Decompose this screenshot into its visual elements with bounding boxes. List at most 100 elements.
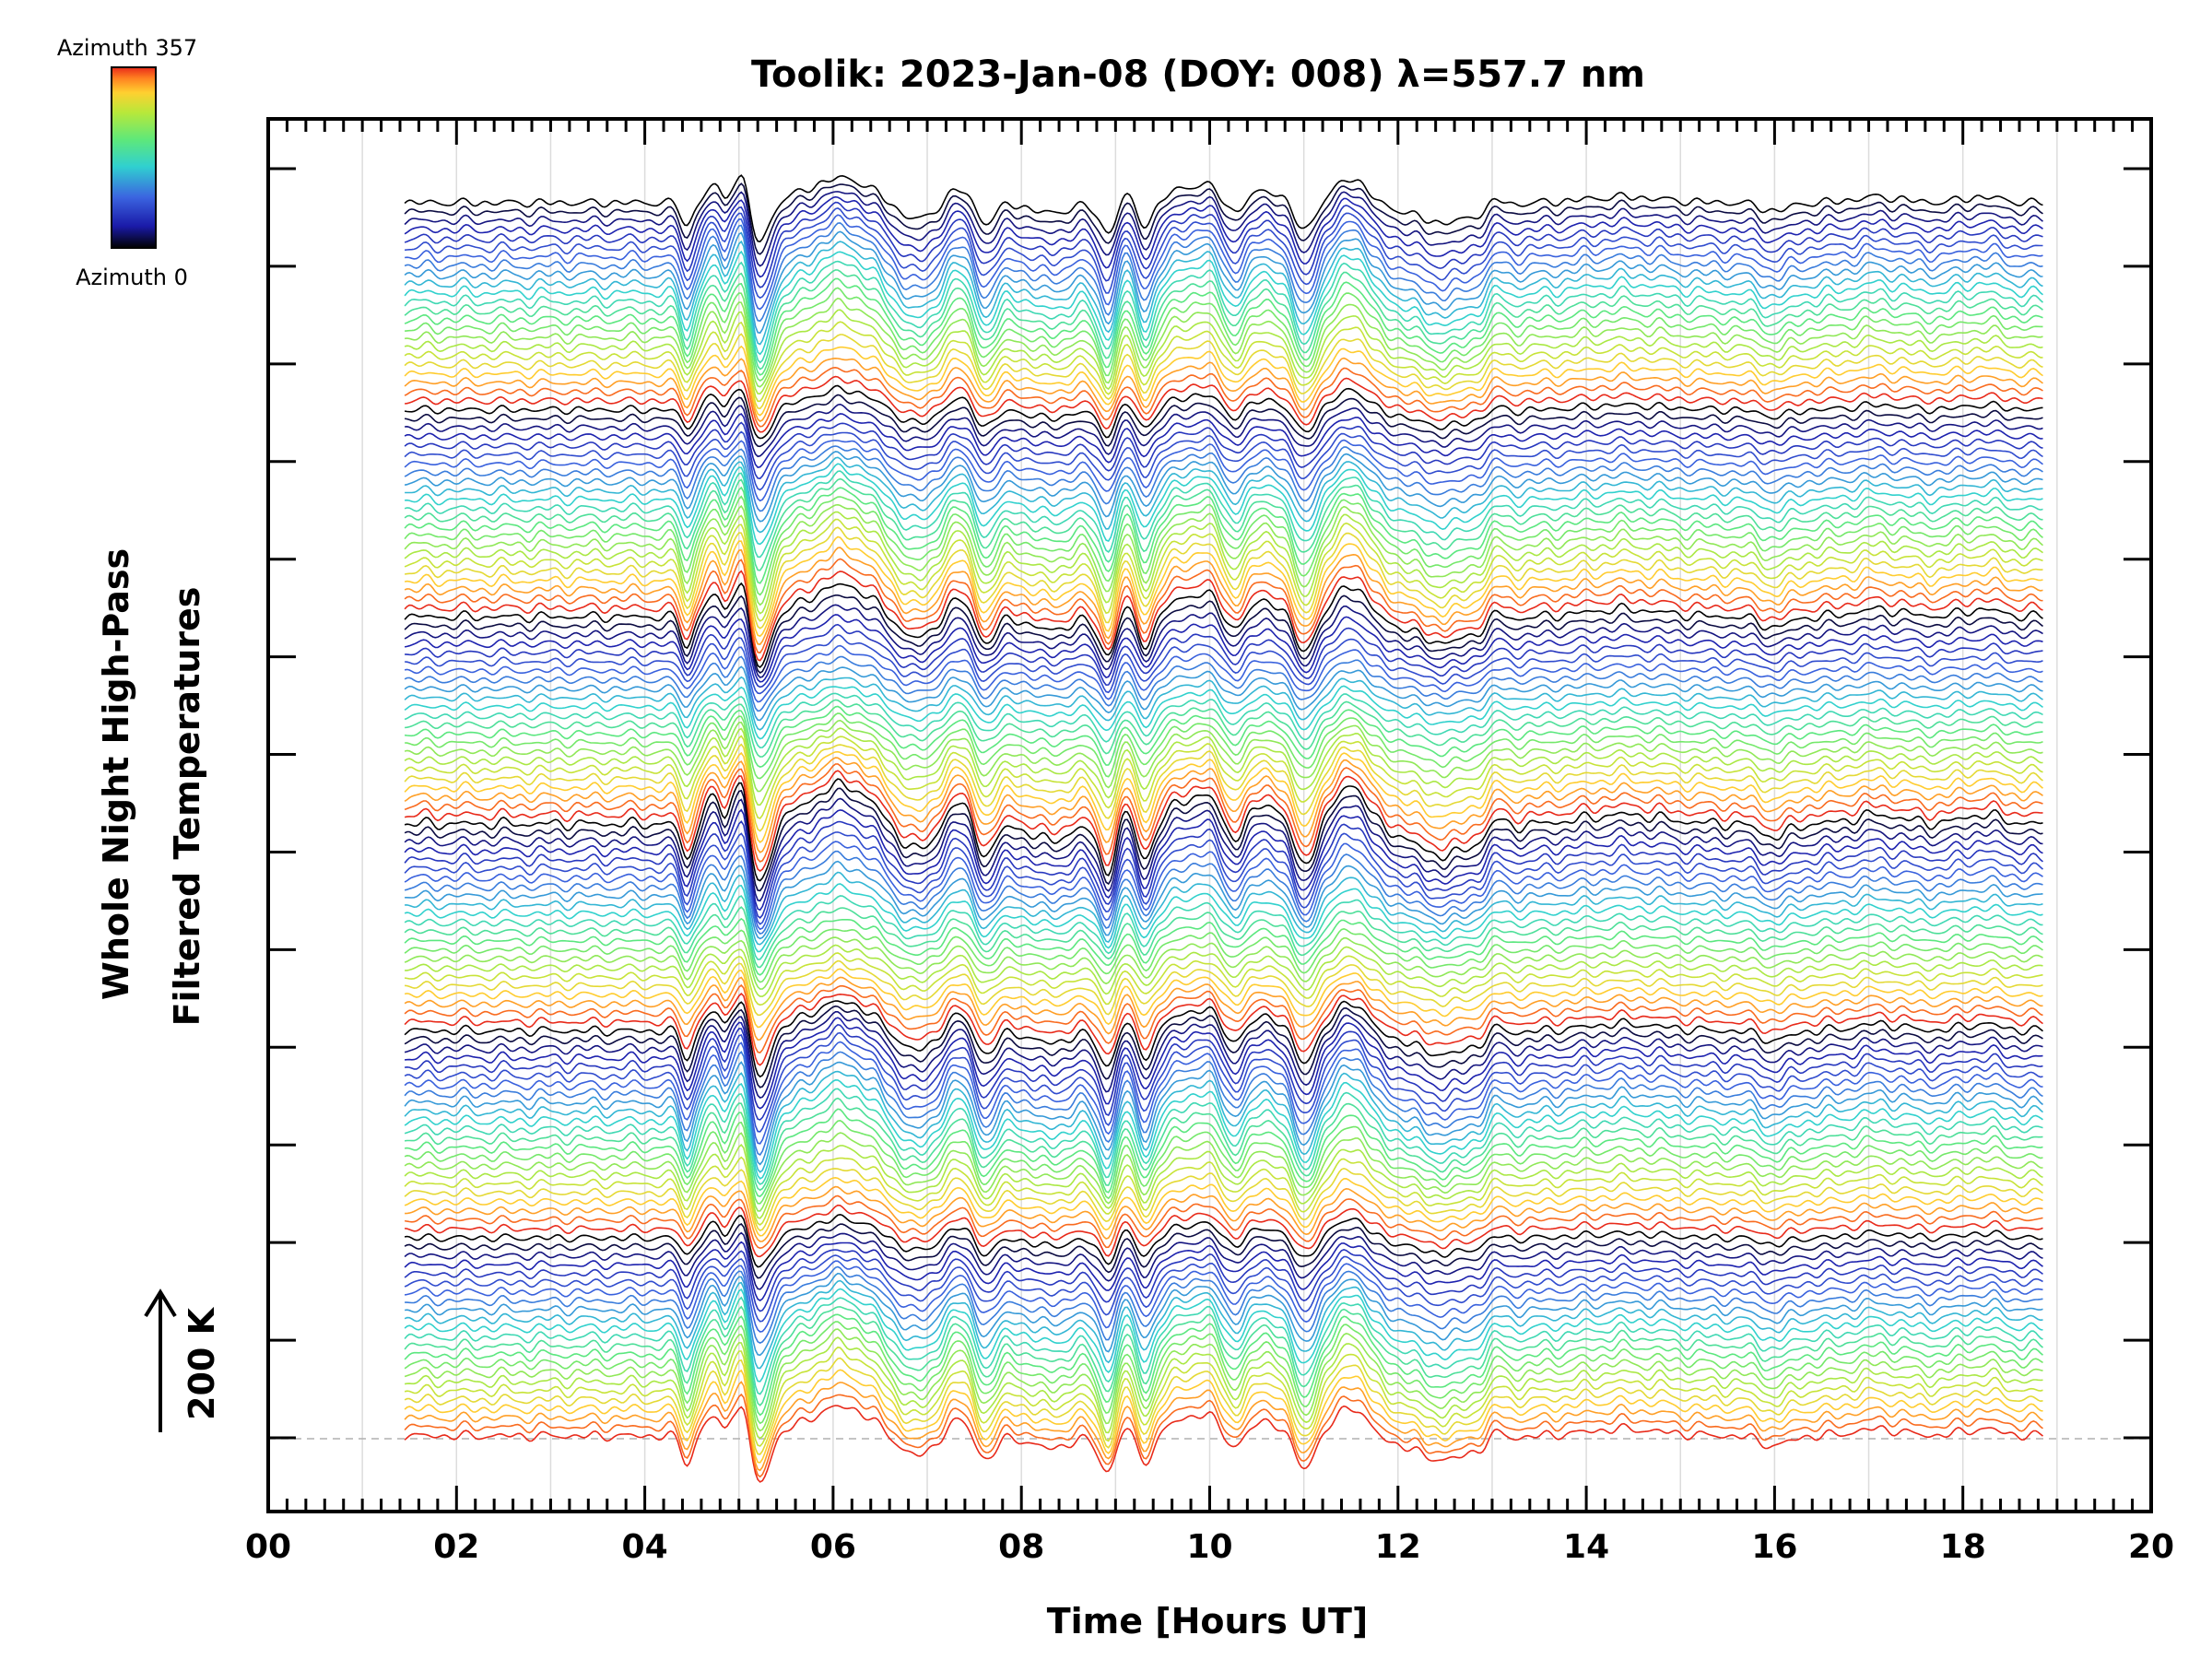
azimuth-trace: [405, 1097, 2043, 1192]
azimuth-trace: [404, 413, 2043, 468]
azimuth-trace: [404, 1279, 2043, 1370]
azimuth-trace: [405, 1272, 2043, 1357]
azimuth-trace: [404, 277, 2043, 376]
azimuth-trace: [405, 634, 2043, 695]
azimuth-trace: [405, 944, 2043, 997]
azimuth-trace: [404, 250, 2043, 356]
azimuth-trace: [404, 976, 2043, 1041]
azimuth-trace: [404, 470, 2043, 559]
azimuth-trace: [404, 1381, 2043, 1472]
azimuth-trace: [404, 260, 2044, 364]
azimuth-trace: [404, 394, 2043, 448]
azimuth-trace: [404, 1321, 2043, 1425]
azimuth-trace: [404, 1050, 2043, 1156]
azimuth-trace: [404, 1313, 2044, 1417]
azimuth-trace: [405, 456, 2043, 534]
azimuth-trace: [405, 375, 2043, 433]
azimuth-trace: [404, 770, 2043, 872]
azimuth-trace: [404, 735, 2043, 819]
azimuth-trace: [404, 797, 2043, 902]
azimuth-trace: [404, 1024, 2043, 1121]
azimuth-trace: [404, 676, 2043, 731]
azimuth-trace: [404, 604, 2043, 678]
azimuth-trace: [404, 743, 2043, 832]
scale-label: 200 K: [182, 1306, 222, 1420]
azimuth-trace: [404, 547, 2043, 645]
azimuth-trace: [404, 750, 2044, 843]
azimuth-trace: [404, 309, 2043, 395]
azimuth-trace: [404, 366, 2043, 428]
x-tick-label: 04: [622, 1528, 668, 1566]
colorbar-top-label: Azimuth 357: [57, 35, 197, 61]
azimuth-trace: [404, 1231, 2043, 1290]
azimuth-trace: [404, 230, 2043, 335]
azimuth-trace: [404, 1336, 2043, 1440]
azimuth-trace: [404, 1156, 2043, 1226]
azimuth-trace: [404, 182, 2043, 255]
azimuth-trace: [404, 644, 2043, 703]
x-tick-label: 12: [1375, 1528, 1421, 1566]
azimuth-trace: [404, 992, 2043, 1066]
azimuth-trace: [405, 712, 2043, 780]
x-tick-label: 14: [1563, 1528, 1609, 1566]
y-axis-label-line1: Whole Night High-Pass: [96, 548, 136, 1000]
vertical-gridlines: [268, 119, 2151, 1512]
azimuth-trace: [404, 1369, 2043, 1464]
azimuth-trace: [404, 570, 2043, 662]
azimuth-trace: [404, 968, 2043, 1029]
azimuth-trace: [404, 727, 2043, 806]
azimuth-trace: [404, 445, 2043, 512]
azimuth-trace: [404, 850, 2043, 935]
azimuth-trace: [404, 883, 2043, 953]
azimuth-trace: [405, 287, 2043, 382]
azimuth-trace: [404, 321, 2043, 403]
azimuth-trace: [404, 831, 2044, 925]
azimuth-trace: [404, 430, 2043, 491]
azimuth-trace: [404, 719, 2043, 793]
x-axis-label: Time [Hours UT]: [1047, 1601, 1369, 1641]
azimuth-trace: [404, 1254, 2043, 1323]
colorbar-bottom-label: Azimuth 0: [76, 265, 188, 290]
azimuth-trace: [404, 1357, 2043, 1455]
azimuth-trace: [404, 421, 2043, 480]
azimuth-trace: [404, 439, 2043, 502]
azimuth-trace: [405, 623, 2043, 688]
azimuth-trace: [404, 1249, 2043, 1312]
azimuth-trace: [404, 526, 2043, 629]
chart-title: Toolik: 2023-Jan-08 (DOY: 008) λ=557.7 n…: [751, 53, 1645, 96]
x-tick-label: 16: [1751, 1528, 1797, 1566]
azimuth-trace: [404, 808, 2043, 912]
azimuth-trace: [404, 655, 2043, 712]
azimuth-trace: [404, 1213, 2043, 1268]
azimuth-trace: [405, 1108, 2043, 1197]
azimuth-trace: [404, 191, 2043, 267]
azimuth-trace: [404, 692, 2043, 749]
azimuth-trace: [404, 582, 2043, 669]
azimuth-trace: [404, 594, 2043, 675]
azimuth-trace: [404, 1132, 2043, 1212]
azimuth-trace: [405, 207, 2043, 300]
azimuth-trace: [405, 463, 2043, 546]
azimuth-trace: [404, 503, 2044, 606]
azimuth-trace: [404, 1011, 2043, 1100]
azimuth-trace: [405, 871, 2043, 946]
x-tick-labels: 00 02 04 06 08 10 12 14 16 18 20: [245, 1528, 2174, 1566]
azimuth-trace: [404, 1347, 2043, 1447]
azimuth-trace: [405, 699, 2043, 758]
plot-frame: [266, 117, 2153, 1513]
azimuth-trace: [404, 906, 2043, 969]
azimuth-trace: [405, 705, 2043, 768]
azimuth-trace: [404, 936, 2043, 990]
azimuth-trace: [404, 451, 2043, 523]
colorbar: [111, 66, 157, 249]
x-tick-label: 20: [2128, 1528, 2174, 1566]
azimuth-trace: [404, 1031, 2043, 1133]
azimuth-trace: [404, 1194, 2043, 1250]
x-tick-label: 10: [1186, 1528, 1232, 1566]
azimuth-trace: [404, 1405, 2043, 1483]
azimuth-trace: [404, 841, 2043, 931]
azimuth-trace: [404, 763, 2043, 863]
azimuth-trace: [404, 1000, 2043, 1078]
azimuth-trace: [405, 1185, 2043, 1242]
azimuth-trace: [404, 757, 2043, 853]
